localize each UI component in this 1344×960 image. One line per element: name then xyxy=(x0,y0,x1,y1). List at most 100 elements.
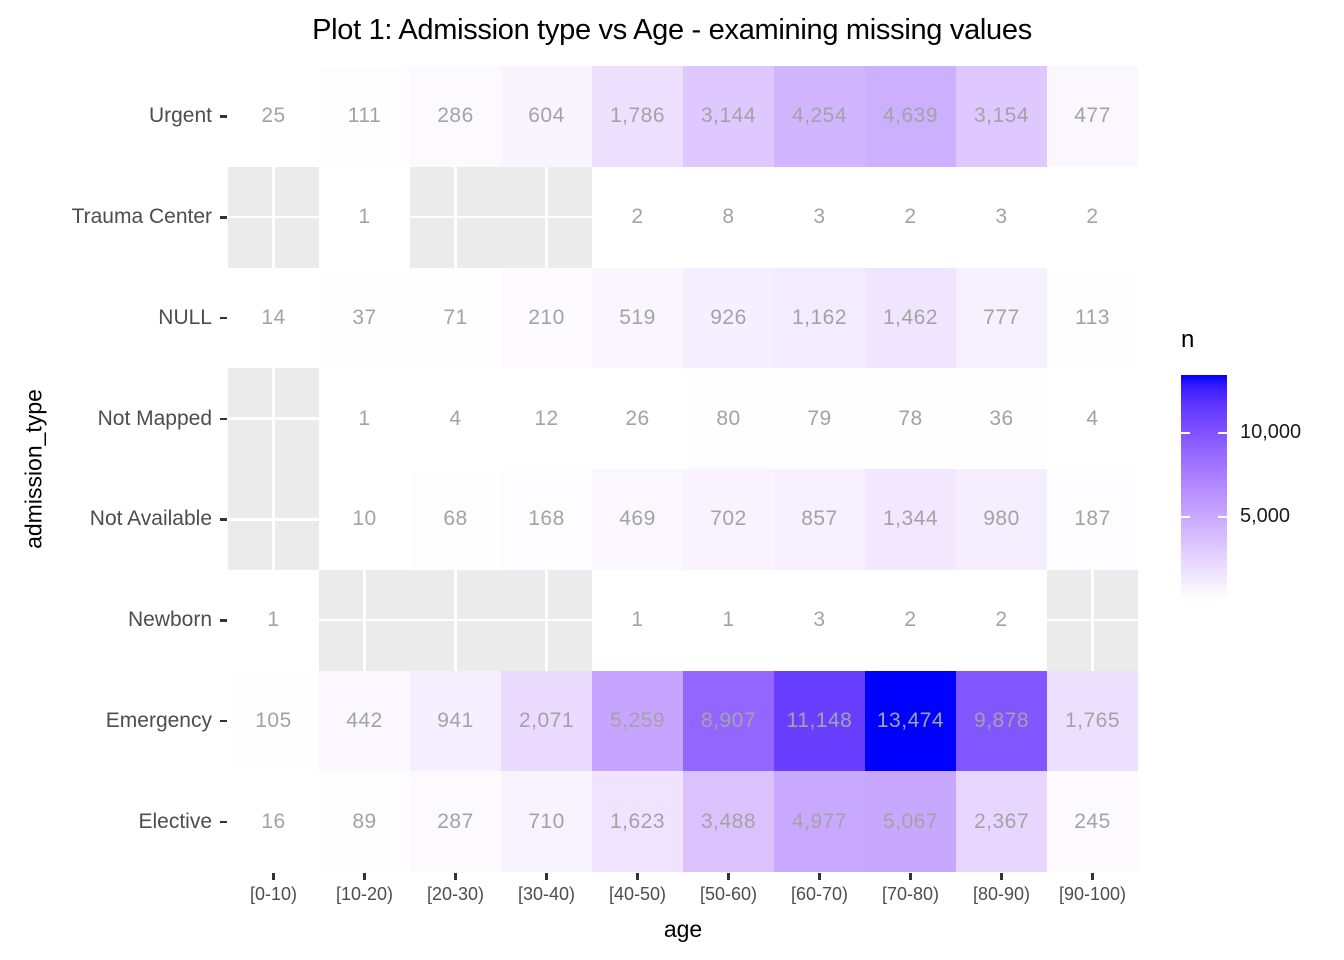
heatmap-cell: 777 xyxy=(956,267,1047,369)
heatmap-cell: 168 xyxy=(501,469,592,570)
heatmap-cell: 4,254 xyxy=(774,66,865,167)
heatmap-cell: 3 xyxy=(956,166,1047,268)
heatmap-cell: 287 xyxy=(410,771,501,872)
y-axis-label: Urgent xyxy=(148,104,212,128)
y-axis-tick xyxy=(220,619,227,622)
chart-title: Plot 1: Admission type vs Age - examinin… xyxy=(312,14,1032,46)
heatmap-cell: 8,907 xyxy=(683,670,774,772)
y-axis-label: Not Available xyxy=(89,507,212,531)
x-axis-label: [10-20) xyxy=(335,884,394,904)
heatmap-cell: 980 xyxy=(956,469,1047,570)
heatmap-cell: 286 xyxy=(410,66,501,167)
heatmap-cell: 80 xyxy=(683,368,774,469)
heatmap-cell: 8 xyxy=(683,166,774,268)
heatmap-cell: 1,162 xyxy=(774,267,865,369)
heatmap-cell: 702 xyxy=(683,469,774,570)
x-axis-tick xyxy=(909,873,912,880)
heatmap-cell: 2 xyxy=(1047,166,1138,268)
y-axis-tick xyxy=(220,518,227,521)
heatmap-cell: 12 xyxy=(501,368,592,469)
heatmap-cell: 16 xyxy=(228,771,319,872)
legend-tick-mark xyxy=(1218,432,1227,434)
x-axis-tick xyxy=(363,873,366,880)
y-axis-label: Trauma Center xyxy=(71,205,212,229)
x-axis-label: [50-60) xyxy=(699,884,758,904)
y-axis-tick xyxy=(220,820,227,824)
x-axis-tick xyxy=(1091,873,1094,880)
y-axis-label: Not Mapped xyxy=(97,406,212,430)
heatmap-cell: 113 xyxy=(1047,267,1138,369)
heatmap-cell: 78 xyxy=(865,368,956,469)
heatmap-cell: 857 xyxy=(774,469,865,570)
heatmap-cell: 4,977 xyxy=(774,771,865,872)
heatmap-cell: 9,878 xyxy=(956,670,1047,772)
legend-title: n xyxy=(1181,326,1195,353)
heatmap-cell: 477 xyxy=(1047,66,1138,167)
heatmap-cell: 1,462 xyxy=(865,267,956,369)
heatmap-cell: 442 xyxy=(319,670,410,772)
heatmap-cell: 1 xyxy=(319,368,410,469)
heatmap-cell: 5,067 xyxy=(865,771,956,872)
heatmap-cell: 210 xyxy=(501,267,592,369)
x-axis-label: [70-80) xyxy=(881,884,940,904)
x-axis-label: [0-10) xyxy=(249,884,298,904)
heatmap-cell: 37 xyxy=(319,267,410,369)
y-axis-tick xyxy=(220,216,227,219)
heatmap-cell: 519 xyxy=(592,267,683,369)
heatmap-cell: 4 xyxy=(410,368,501,469)
heatmap-cell: 2,071 xyxy=(501,670,592,772)
heatmap-cell: 187 xyxy=(1047,469,1138,570)
y-axis-label: Elective xyxy=(138,809,212,833)
heatmap-cell: 14 xyxy=(228,267,319,369)
gridline-vertical xyxy=(272,66,275,872)
x-axis-tick xyxy=(1000,873,1003,880)
x-axis-tick xyxy=(636,873,639,880)
x-axis-tick xyxy=(818,873,821,880)
heatmap-cell: 245 xyxy=(1047,771,1138,872)
heatmap-cell: 2 xyxy=(956,569,1047,671)
heatmap-cell: 3,154 xyxy=(956,66,1047,167)
heatmap-cell: 89 xyxy=(319,771,410,872)
legend-tick-label: 5,000 xyxy=(1240,504,1291,527)
heatmap-cell: 111 xyxy=(319,66,410,167)
heatmap-cell: 105 xyxy=(228,670,319,772)
heatmap-cell: 3 xyxy=(774,569,865,671)
x-axis-label: [40-50) xyxy=(608,884,667,904)
heatmap-cell: 1 xyxy=(228,569,319,671)
x-axis-title: age xyxy=(663,916,703,942)
legend-gradient-bar xyxy=(1181,375,1227,600)
heatmap-cell: 2 xyxy=(865,569,956,671)
y-axis-tick xyxy=(220,719,227,723)
heatmap-cell: 68 xyxy=(410,469,501,570)
y-axis-label: Emergency xyxy=(105,708,212,732)
x-axis-tick xyxy=(454,873,457,880)
heatmap-cell: 1 xyxy=(683,569,774,671)
heatmap-cell: 941 xyxy=(410,670,501,772)
heatmap-cell: 710 xyxy=(501,771,592,872)
y-axis-label: NULL xyxy=(158,305,212,329)
x-axis-tick xyxy=(727,873,730,880)
legend-tick-mark xyxy=(1181,515,1190,518)
heatmap-cell: 3,144 xyxy=(683,66,774,167)
heatmap-cell: 26 xyxy=(592,368,683,469)
heatmap-panel: 25 111 286 604 1,786 3,144 4,254 4,639 3,154 477 1… xyxy=(228,66,1138,872)
y-axis-tick xyxy=(220,115,227,118)
legend-tick-mark xyxy=(1181,432,1190,434)
x-axis-label: [30-40) xyxy=(517,884,576,904)
heatmap-cell: 1,765 xyxy=(1047,670,1138,772)
heatmap-cell: 4,639 xyxy=(865,66,956,167)
legend-tick-label: 10,000 xyxy=(1240,421,1302,443)
y-axis-tick xyxy=(220,417,227,421)
x-axis-label: [20-30) xyxy=(426,884,485,904)
heatmap-cell: 10 xyxy=(319,469,410,570)
heatmap-cell: 25 xyxy=(228,66,319,167)
x-axis-tick xyxy=(545,873,548,880)
y-axis-tick xyxy=(220,316,227,320)
heatmap-cell: 926 xyxy=(683,267,774,369)
heatmap-cell: 36 xyxy=(956,368,1047,469)
x-axis-label: [80-90) xyxy=(972,884,1031,904)
heatmap-cell: 3 xyxy=(774,166,865,268)
heatmap-cell: 13,474 xyxy=(865,670,956,772)
y-axis-label: Newborn xyxy=(127,608,212,632)
